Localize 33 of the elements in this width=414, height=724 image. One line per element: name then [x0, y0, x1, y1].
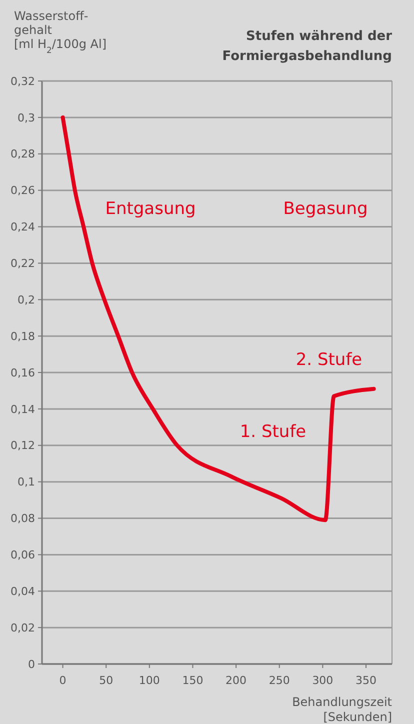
y-tick-label: 0,22 [10, 257, 35, 270]
y-tick-label: 0 [28, 658, 35, 671]
y-tick-label: 0,24 [10, 220, 35, 234]
y-tick-label: 0,06 [10, 548, 35, 562]
y-tick-label: 0,3 [18, 111, 35, 124]
y-tick-label: 0,04 [10, 584, 35, 598]
y-tick-label: 0,28 [10, 148, 35, 161]
chart-title: Stufen während der Formiergasbehandlung [222, 29, 393, 64]
x-tick-label: 50 [99, 674, 114, 687]
x-tick-label: 0 [59, 674, 66, 687]
annotation: 2. Stufe [296, 350, 362, 370]
y-tick-label: 0,14 [10, 402, 35, 416]
x-tick-label: 250 [268, 674, 290, 687]
y-tick-label: 0,2 [18, 293, 35, 306]
annotation: Begasung [283, 199, 368, 220]
y-tick-label: 0,02 [10, 621, 35, 634]
y-tick-label: 0,18 [10, 330, 35, 343]
line-series [60, 115, 376, 522]
x-tick-label: 350 [356, 674, 377, 687]
y-tick-label: 0,16 [10, 366, 35, 380]
y-tick-label: 0,12 [10, 439, 35, 452]
x-tick-label: 300 [312, 674, 334, 687]
y-tick-label: 0,08 [10, 512, 35, 526]
y-tick-label: 0,26 [10, 184, 35, 198]
annotation: Entgasung [105, 199, 196, 220]
x-axis-title: Behandlungszeit [Sekunden] [292, 695, 392, 724]
y-tick-label: 0,1 [18, 476, 35, 489]
x-tick-label: 150 [182, 674, 204, 687]
x-tick-label: 200 [226, 674, 247, 687]
y-axis-title: Wasserstoff-gehalt [ml H$_{2}$/100g Al] [14, 9, 106, 55]
x-tick-label: 100 [138, 674, 160, 687]
y-tick-label: 0,32 [10, 74, 35, 88]
annotation: 1. Stufe [240, 422, 306, 442]
